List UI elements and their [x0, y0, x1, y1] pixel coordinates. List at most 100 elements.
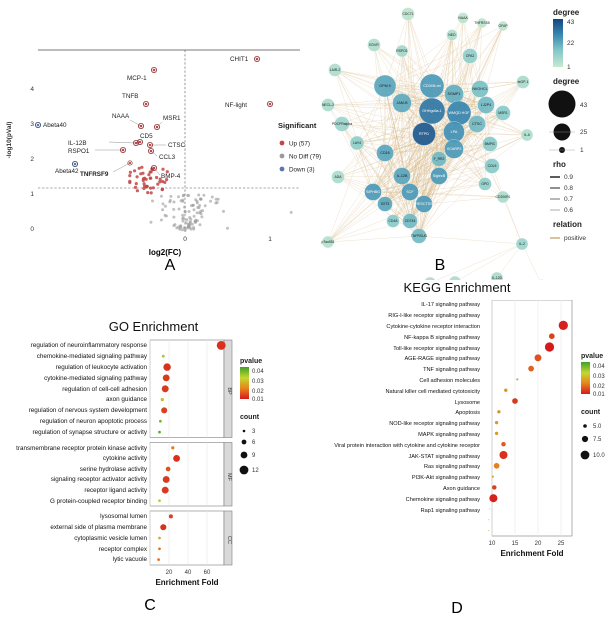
svg-text:0.8: 0.8 [564, 185, 573, 192]
svg-text:count: count [581, 409, 601, 416]
svg-text:GPD: GPD [481, 182, 489, 186]
svg-text:3: 3 [30, 121, 34, 128]
svg-text:40: 40 [185, 570, 192, 576]
svg-text:12: 12 [252, 468, 259, 474]
svg-text:CD5: CD5 [140, 133, 153, 140]
svg-text:10.0: 10.0 [593, 453, 605, 459]
svg-text:CHIT1: CHIT1 [230, 56, 249, 63]
svg-text:pTau551: pTau551 [321, 240, 334, 244]
svg-text:NECL-2: NECL-2 [322, 103, 334, 107]
svg-text:WMQD HGF: WMQD HGF [449, 111, 471, 115]
svg-text:NKGHCL: NKGHCL [472, 87, 487, 91]
svg-text:RSPO1: RSPO1 [68, 148, 90, 155]
svg-text:0.7: 0.7 [564, 196, 573, 203]
svg-text:TNFB: TNFB [122, 93, 138, 100]
svg-text:SCF: SCF [406, 190, 414, 194]
svg-text:BMP-4: BMP-4 [161, 173, 181, 180]
svg-text:Enrichment Fold: Enrichment Fold [500, 549, 563, 558]
svg-text:BMPIC: BMPIC [485, 142, 496, 146]
svg-text:B: B [435, 257, 446, 274]
svg-text:positive: positive [564, 235, 586, 242]
svg-text:IL-6: IL-6 [524, 133, 530, 137]
svg-text:TNFRSUG: TNFRSUG [411, 234, 428, 238]
svg-text:CD200R1: CD200R1 [496, 195, 511, 199]
svg-text:CTSC: CTSC [472, 122, 482, 126]
svg-text:PDCPRalpha: PDCPRalpha [332, 122, 352, 126]
svg-text:6: 6 [252, 440, 256, 446]
svg-text:43: 43 [580, 102, 588, 109]
svg-text:1: 1 [567, 64, 571, 71]
svg-text:0: 0 [183, 236, 187, 243]
svg-text:10: 10 [489, 541, 496, 547]
svg-text:IL-12B: IL-12B [397, 174, 408, 178]
svg-text:IL-2: IL-2 [519, 242, 525, 246]
svg-text:0.03: 0.03 [252, 379, 264, 385]
svg-text:pvalue: pvalue [240, 358, 262, 365]
svg-text:43: 43 [567, 19, 575, 26]
svg-text:2: 2 [30, 156, 34, 163]
svg-text:TNFRSF9: TNFRSF9 [80, 171, 109, 178]
svg-text:NED: NED [448, 33, 456, 37]
svg-text:JAM-B: JAM-B [396, 101, 408, 105]
svg-text:15: 15 [512, 541, 519, 547]
svg-text:NAAA: NAAA [458, 16, 468, 20]
svg-text:0.01: 0.01 [593, 392, 605, 398]
svg-text:EDVR: EDVR [369, 43, 379, 47]
svg-text:BP: BP [226, 387, 232, 395]
svg-text:60: 60 [204, 570, 211, 576]
svg-text:7.5: 7.5 [593, 437, 602, 443]
svg-text:LAIR-2: LAIR-2 [330, 68, 341, 72]
svg-text:0.9: 0.9 [564, 174, 573, 181]
svg-text:GHHgc6a-1: GHHgc6a-1 [422, 109, 441, 113]
svg-text:CDC71: CDC71 [402, 12, 413, 16]
svg-text:SiglecB: SiglecB [433, 174, 446, 178]
svg-text:3: 3 [252, 429, 256, 435]
svg-text:0.04: 0.04 [593, 364, 605, 370]
svg-text:0.01: 0.01 [252, 397, 264, 403]
svg-text:TNFRSS5: TNFRSS5 [474, 21, 490, 25]
svg-text:MCP-1: MCP-1 [127, 75, 147, 82]
svg-text:LPA: LPA [451, 130, 458, 134]
svg-text:teGP-1: teGP-1 [518, 80, 529, 84]
svg-text:CD4A: CD4A [388, 219, 398, 223]
svg-text:NAAA: NAAA [112, 113, 130, 120]
svg-text:LJ2P4: LJ2P4 [481, 103, 491, 107]
svg-text:CPA2: CPA2 [466, 54, 475, 58]
svg-text:ADA: ADA [335, 175, 343, 179]
svg-text:25: 25 [580, 129, 588, 136]
svg-text:C: C [144, 597, 156, 614]
svg-text:MSR1: MSR1 [163, 115, 181, 122]
svg-text:RTPD: RTPD [419, 132, 429, 136]
svg-text:0.02: 0.02 [593, 384, 605, 390]
svg-text:RESCTSS: RESCTSS [415, 202, 433, 206]
svg-text:SXT3: SXT3 [381, 202, 390, 206]
svg-text:1: 1 [580, 147, 584, 154]
svg-text:1: 1 [30, 191, 34, 198]
svg-text:count: count [240, 414, 260, 421]
svg-text:0.02: 0.02 [252, 389, 264, 395]
svg-text:MSR1: MSR1 [498, 111, 508, 115]
svg-text:5.0: 5.0 [593, 424, 602, 430]
svg-text:Enrichment Fold: Enrichment Fold [155, 578, 218, 587]
svg-text:SIPHBG: SIPHBG [366, 190, 380, 194]
svg-text:0: 0 [30, 226, 34, 233]
svg-text:degree: degree [553, 77, 580, 86]
svg-text:9: 9 [252, 453, 256, 459]
svg-text:F_RR2: F_RR2 [434, 157, 445, 161]
svg-text:Abeta40: Abeta40 [43, 122, 67, 129]
svg-text:1: 1 [268, 236, 272, 243]
svg-text:MF: MF [226, 473, 232, 482]
svg-text:pvalue: pvalue [581, 353, 603, 360]
svg-text:NF-light: NF-light [225, 102, 247, 109]
svg-text:CTSC: CTSC [168, 142, 186, 149]
svg-text:SGMP1: SGMP1 [448, 92, 461, 96]
svg-text:22: 22 [567, 40, 575, 47]
svg-text:Abeta42: Abeta42 [55, 168, 79, 175]
svg-text:degree: degree [553, 8, 580, 17]
svg-text:GPM 9: GPM 9 [379, 84, 390, 88]
svg-text:COL5: COL5 [488, 164, 497, 168]
svg-text:rho: rho [553, 160, 566, 169]
svg-text:0.6: 0.6 [564, 207, 573, 214]
svg-text:CCL3: CCL3 [159, 154, 176, 161]
svg-text:CC: CC [226, 536, 232, 544]
